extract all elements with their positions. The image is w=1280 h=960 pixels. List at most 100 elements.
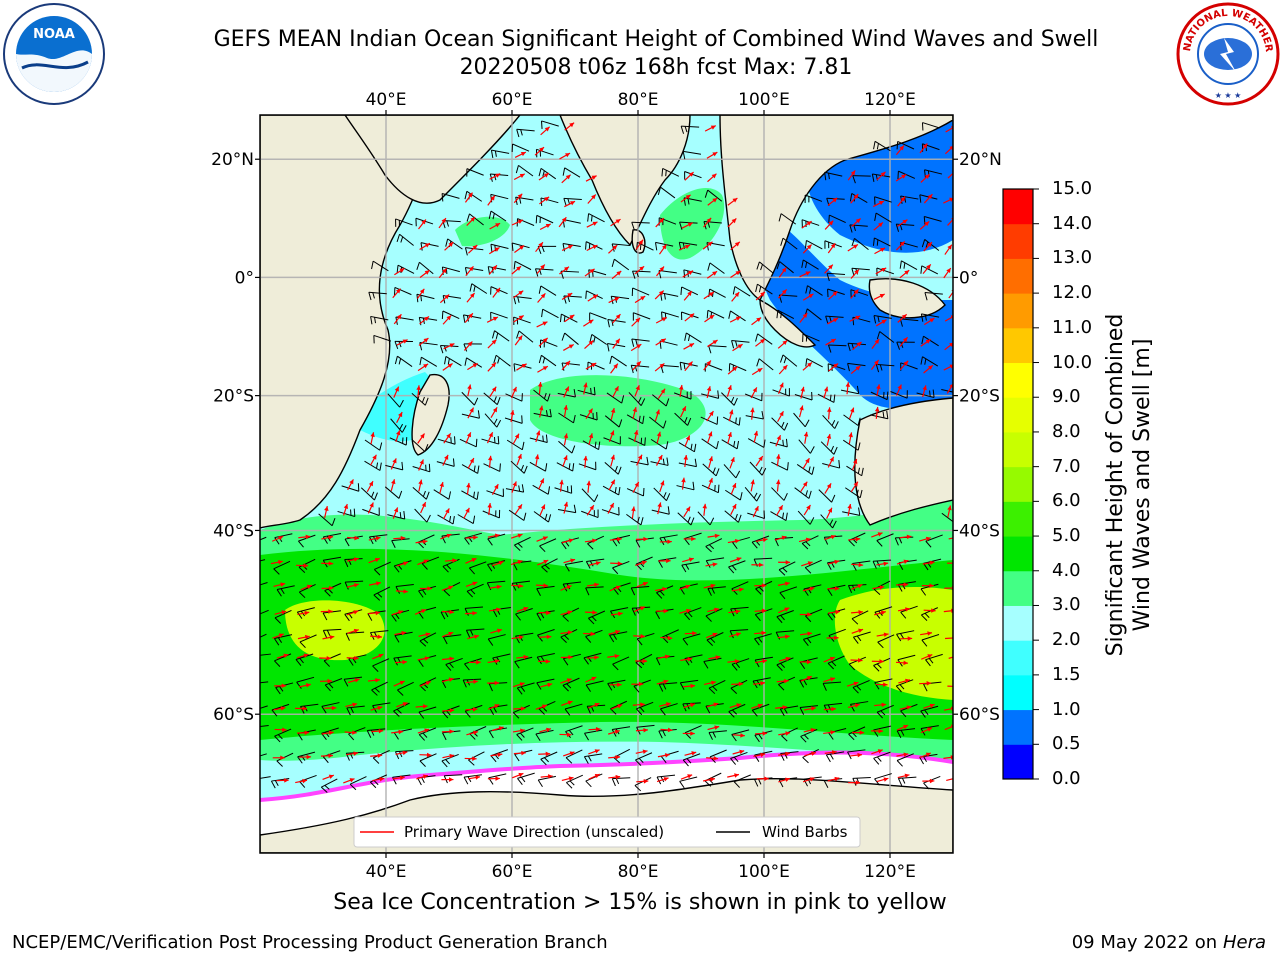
- wind-barb: [565, 749, 583, 764]
- wave-direction-arrow: [943, 267, 952, 279]
- wave-direction-arrow: [464, 756, 477, 761]
- wind-barb: [772, 388, 790, 397]
- wave-direction-arrow: [368, 581, 381, 586]
- wind-barb: [589, 312, 607, 321]
- wind-barb: [373, 586, 391, 601]
- wind-barb: [770, 511, 788, 521]
- wave-direction-arrow: [801, 561, 813, 567]
- wave-direction-arrow: [538, 172, 550, 181]
- wind-barb: [632, 312, 651, 321]
- southern-ocean-swell-max-west: [285, 600, 385, 661]
- wave-direction-arrow: [658, 558, 671, 564]
- wave-direction-arrow: [895, 173, 907, 182]
- wave-direction-arrow: [684, 361, 693, 372]
- wave-direction-arrow: [561, 174, 571, 184]
- wind-barb: [706, 632, 724, 646]
- wave-direction-arrow: [923, 317, 935, 326]
- wave-direction-arrow: [393, 535, 406, 541]
- wave-direction-arrow: [632, 702, 645, 707]
- wind-barb: [804, 559, 822, 574]
- wave-direction-arrow: [466, 216, 476, 227]
- wave-direction-arrow: [847, 170, 856, 181]
- wind-barb: [611, 243, 631, 252]
- wave-direction-arrow: [707, 431, 713, 444]
- wind-barb: [582, 440, 601, 450]
- wave-direction-arrow: [828, 363, 839, 372]
- wave-direction-arrow: [850, 752, 863, 758]
- wave-direction-arrow: [489, 222, 501, 230]
- wind-barb: [731, 729, 750, 742]
- wave-direction-arrow: [774, 535, 787, 541]
- wind-barb: [441, 310, 460, 320]
- wave-direction-arrow: [728, 409, 734, 422]
- wind-barb: [321, 702, 340, 714]
- wave-direction-arrow: [803, 706, 816, 711]
- lat-label-right-3: 40°S: [959, 521, 1000, 541]
- wave-direction-arrow: [321, 585, 334, 591]
- wind-barb: [368, 291, 387, 301]
- wave-direction-arrow: [798, 537, 811, 543]
- wind-barb: [464, 657, 482, 671]
- wind-barb: [299, 634, 317, 649]
- wave-direction-arrow: [777, 410, 784, 423]
- wind-barb: [873, 140, 891, 152]
- wind-barb: [701, 484, 720, 494]
- wave-direction-arrow: [919, 536, 931, 542]
- wind-barb: [343, 676, 363, 687]
- wave-direction-arrow: [513, 193, 523, 204]
- wave-direction-arrow: [272, 633, 284, 639]
- wave-direction-arrow: [510, 560, 523, 566]
- wave-direction-arrow: [610, 454, 615, 467]
- wave-direction-arrow: [726, 385, 732, 397]
- wind-barb: [536, 585, 555, 596]
- wave-direction-arrow: [875, 682, 888, 687]
- wave-direction-arrow: [655, 316, 668, 324]
- wind-barb: [260, 633, 267, 638]
- wave-direction-arrow: [609, 537, 622, 542]
- wave-direction-arrow: [560, 654, 573, 660]
- wind-barb: [318, 513, 336, 527]
- wave-direction-arrow: [393, 680, 405, 687]
- wind-barb: [529, 434, 548, 444]
- wave-direction-arrow: [514, 151, 527, 158]
- wave-direction-arrow: [727, 197, 738, 206]
- wave-direction-arrow: [851, 628, 864, 634]
- wind-barb: [732, 286, 751, 297]
- lat-label-left-4: 60°S: [213, 705, 254, 725]
- wave-direction-arrow: [344, 730, 357, 735]
- wave-direction-arrow: [635, 536, 648, 542]
- wind-barb: [457, 514, 476, 524]
- wave-direction-arrow: [828, 609, 841, 615]
- wave-direction-arrow: [824, 750, 837, 755]
- wave-direction-arrow: [608, 430, 615, 442]
- wind-barb: [273, 560, 291, 575]
- wind-barb: [344, 580, 364, 590]
- wave-direction-arrow: [343, 778, 355, 784]
- wave-direction-arrow: [655, 338, 667, 346]
- wave-direction-arrow: [706, 632, 718, 639]
- wave-direction-arrow: [321, 730, 334, 736]
- lat-label-left-2: 20°S: [213, 387, 254, 407]
- lat-label-right-1: 0°: [959, 268, 978, 288]
- colorbar-tick-label-11: 4.0: [1052, 559, 1081, 581]
- wave-direction-arrow: [513, 290, 524, 299]
- wave-direction-arrow: [491, 726, 504, 732]
- wind-barb: [776, 657, 794, 671]
- wave-direction-arrow: [919, 681, 932, 686]
- wave-direction-arrow: [948, 656, 953, 659]
- wave-direction-arrow: [538, 478, 545, 490]
- colorbar-tick-label-9: 6.0: [1052, 490, 1081, 512]
- wave-direction-arrow: [681, 222, 693, 229]
- wave-direction-arrow: [295, 778, 308, 784]
- wave-direction-arrow: [919, 752, 932, 759]
- wind-barb: [411, 439, 429, 452]
- wind-barb: [260, 581, 268, 586]
- wind-barb: [828, 628, 846, 642]
- wave-direction-arrow: [947, 685, 953, 687]
- wave-direction-arrow: [750, 479, 755, 492]
- lat-label-right-4: 60°S: [959, 705, 1000, 725]
- wave-direction-arrow: [563, 501, 569, 514]
- wave-direction-arrow: [899, 269, 910, 279]
- wave-direction-arrow: [274, 727, 287, 733]
- colorbar-tick-label-16: 0.5: [1052, 733, 1081, 755]
